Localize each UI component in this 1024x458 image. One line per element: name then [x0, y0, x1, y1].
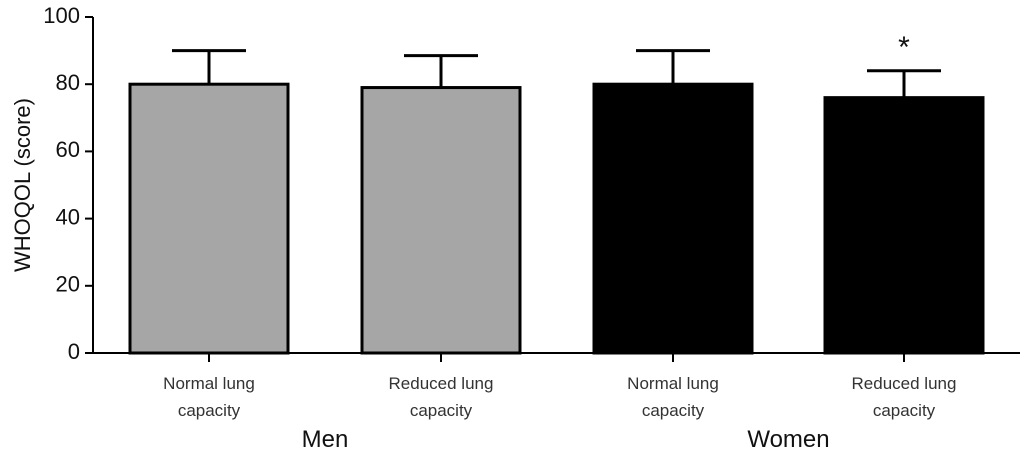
bar [823, 96, 985, 355]
category-label-line2: capacity [410, 401, 473, 420]
y-axis-title: WHOQOL (score) [10, 98, 35, 272]
bars [128, 82, 985, 355]
group-label: Women [747, 426, 829, 453]
significance-asterisk: * [898, 31, 910, 64]
y-tick-label: 20 [56, 272, 80, 297]
category-label-line1: Reduced lung [389, 374, 494, 393]
y-axis: 0 20 40 60 80 100 [43, 3, 94, 364]
category-label-line1: Reduced lung [852, 374, 957, 393]
x-axis [93, 352, 1020, 362]
category-label-line1: Normal lung [163, 374, 255, 393]
bar [360, 86, 522, 355]
y-tick-label: 80 [56, 70, 80, 95]
y-tick-label: 100 [43, 3, 80, 28]
y-tick-label: 0 [68, 339, 80, 364]
category-label-line1: Normal lung [627, 374, 719, 393]
category-label-line2: capacity [873, 401, 936, 420]
bar [592, 82, 754, 355]
group-labels: Men Women [302, 426, 830, 453]
error-bars [172, 49, 941, 98]
category-labels: Normal lung capacity Reduced lung capacity N… [163, 374, 956, 420]
y-tick-label: 60 [56, 137, 80, 162]
bar [128, 82, 290, 355]
category-label-line2: capacity [642, 401, 705, 420]
y-tick-label: 40 [56, 204, 80, 229]
group-label: Men [302, 426, 349, 453]
category-label-line2: capacity [178, 401, 241, 420]
significance-marks: * [898, 31, 910, 64]
